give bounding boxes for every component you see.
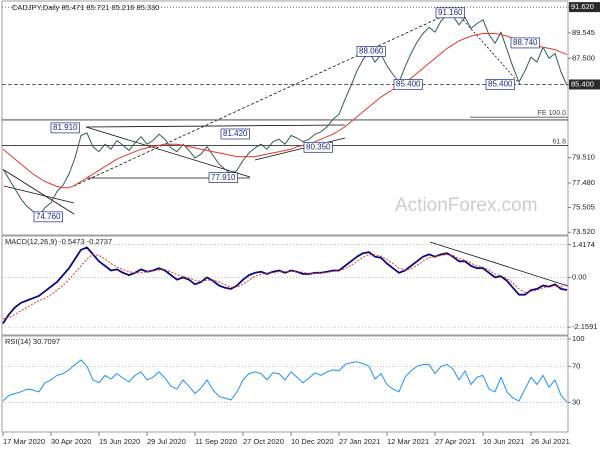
series-line (2, 246, 568, 324)
series-line (2, 359, 568, 403)
y-tick-label: 70 (572, 361, 580, 370)
y-tick-label: 91.620 (571, 2, 594, 11)
annotation-label: 80.350 (306, 142, 331, 151)
trendlines (3, 11, 569, 287)
price-annotation: 77.910 (208, 172, 238, 184)
price-annotation: 81.420 (220, 128, 250, 140)
price-annotation: 74.760 (33, 211, 63, 223)
y-tick-highlight (569, 79, 600, 90)
annotation-box (303, 141, 333, 153)
x-tick-label: 17 Mar 2020 (3, 437, 45, 446)
panel-title: MACD(12,26,9) -0.5473 -0.2737 (5, 237, 112, 246)
y-tick-label: 87.500 (572, 53, 595, 62)
annotation-label: 85.400 (396, 80, 421, 89)
trendline (3, 169, 75, 215)
y-tick-label: 79.510 (572, 153, 595, 162)
price-annotation: 85.400 (393, 79, 423, 90)
annotation-box (393, 79, 423, 90)
level-label: FE 100.0 (538, 110, 567, 117)
series-line (2, 253, 568, 320)
x-tick-label: 30 Apr 2020 (51, 437, 91, 446)
annotation-label: 88.740 (513, 38, 538, 47)
annotation-box (50, 122, 80, 134)
x-tick-label: 29 Jul 2020 (147, 437, 186, 446)
trendline (85, 124, 346, 128)
annotation-label: 77.910 (211, 173, 236, 182)
y-tick-label: 30 (572, 398, 580, 407)
annotation-box (33, 211, 63, 223)
annotation-label: 74.760 (36, 212, 61, 221)
annotation-box (208, 172, 238, 184)
y-tick-label: 73.520 (572, 227, 595, 236)
price-annotation: 88.740 (510, 37, 540, 49)
annotation-label: 91.160 (438, 8, 463, 17)
trendline (254, 137, 346, 161)
macd-trendline (429, 241, 569, 287)
series-line (2, 14, 568, 217)
annotation-box (220, 128, 250, 140)
panel-title: RSI(14) 30.7097 (5, 337, 60, 346)
price-annotation: 81.910 (50, 122, 80, 134)
level-label: 61.8 (552, 138, 566, 145)
y-tick-highlight (569, 2, 600, 13)
price-panel (1, 0, 569, 236)
x-tick-label: 15 Jun 2020 (99, 437, 140, 446)
annotation-box (510, 37, 540, 49)
x-tick-label: 10 Dec 2020 (291, 437, 334, 446)
annotation-label: 81.420 (223, 129, 248, 138)
x-tick-label: 11 Sep 2020 (195, 437, 237, 446)
annotation-label: 88.060 (359, 46, 384, 55)
series-line (2, 33, 568, 189)
trendline (73, 11, 453, 187)
price-annotation: 85.400 (485, 79, 515, 90)
x-tick-label: 12 Mar 2021 (387, 437, 429, 446)
annotation-label: 81.910 (53, 123, 78, 132)
price-annotation: 88.060 (356, 46, 386, 57)
x-tick-label: 27 Oct 2020 (243, 437, 284, 446)
y-tick-label: 89.545 (572, 28, 595, 37)
price-annotation: 91.160 (435, 7, 465, 19)
x-tick-label: 26 Jul 2021 (531, 437, 570, 446)
y-tick-label: -2.1591 (572, 322, 597, 331)
y-tick-label: 77.480 (572, 178, 595, 187)
annotation-box (356, 46, 386, 57)
price-annotation: 80.350 (303, 141, 333, 153)
y-tick-label: 1.4174 (572, 240, 595, 249)
macd-panel (1, 235, 569, 336)
annotation-box (435, 7, 465, 19)
panel-title: CADJPY,Daily 85.471 85.721 85.216 85.330 (12, 3, 159, 12)
y-tick-label: 85.400 (571, 79, 594, 88)
y-tick-label: 75.505 (572, 203, 595, 212)
annotation-label: 85.400 (488, 80, 513, 89)
annotation-box (485, 79, 515, 90)
rsi-panel (1, 335, 569, 433)
trendline (3, 185, 75, 204)
watermark: ActionForex.com (395, 195, 538, 216)
y-tick-label: 0.00 (572, 272, 587, 281)
trendline (85, 126, 251, 178)
x-tick-label: 10 Jun 2021 (483, 437, 524, 446)
x-tick-label: 27 Jan 2021 (339, 437, 380, 446)
x-tick-label: 27 Apr 2021 (435, 437, 475, 446)
y-tick-label: 100 (572, 334, 585, 343)
trendline (457, 13, 521, 85)
